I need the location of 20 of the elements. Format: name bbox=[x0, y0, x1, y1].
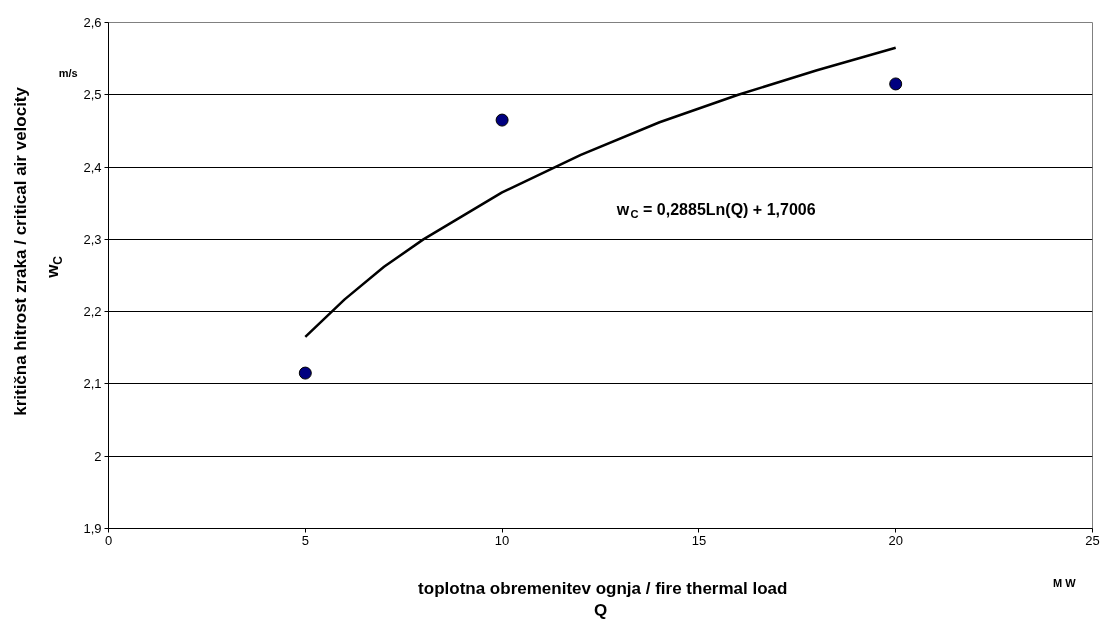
text: M W bbox=[1053, 576, 1077, 589]
text: m/s bbox=[58, 67, 78, 80]
x-tick-label: 20 bbox=[888, 532, 903, 548]
x-tick-label: 5 bbox=[301, 532, 309, 548]
point bbox=[298, 366, 312, 380]
y-tick-label: 2,5 bbox=[83, 87, 102, 103]
x-tick-label: 25 bbox=[1085, 532, 1100, 548]
point bbox=[495, 113, 509, 127]
y-tick-label: 2,4 bbox=[83, 159, 102, 175]
y-tick-label: 2,6 bbox=[83, 15, 102, 30]
y-tick-label: 2,2 bbox=[83, 304, 102, 320]
y-tick-label: 2,1 bbox=[83, 376, 102, 392]
x-tick-label: 0 bbox=[104, 532, 113, 548]
x-tick-label: 10 bbox=[494, 532, 510, 548]
y-tick-label: 1,9 bbox=[83, 521, 102, 536]
point bbox=[889, 77, 903, 91]
x-axis-title: toplotna obremenitev ognja / fire thermal load Q bbox=[418, 579, 788, 619]
y-tick-label: 2,3 bbox=[83, 231, 102, 247]
x-tick-label: 15 bbox=[691, 532, 707, 548]
y-tick-label: 2 bbox=[94, 448, 102, 464]
